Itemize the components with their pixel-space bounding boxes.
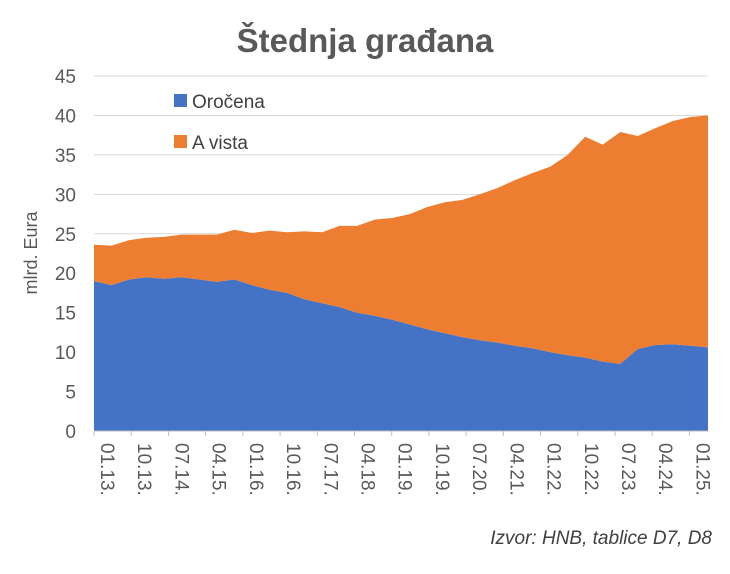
source-note: Izvor: HNB, tablice D7, D8 xyxy=(490,528,712,549)
legend-swatch-orocena xyxy=(174,94,187,107)
x-tick-label: 07.17. xyxy=(319,443,340,496)
y-tick-label: 35 xyxy=(55,146,76,167)
x-tick-label: 01.16. xyxy=(245,443,266,496)
x-tick-label: 10.22. xyxy=(580,443,601,496)
y-tick-label: 10 xyxy=(55,343,76,364)
legend-label-a-vista: A vista xyxy=(192,133,248,154)
area-series-1 xyxy=(94,115,708,364)
y-tick-label: 25 xyxy=(55,225,76,246)
area-series-0 xyxy=(94,277,708,431)
x-axis-ticks: 01.13. 10.13. 07.14. 04.15. 01.16. 10.16. 07.1… xyxy=(93,430,712,496)
plot-areas xyxy=(94,115,708,431)
x-tick-label: 04.24. xyxy=(654,443,675,496)
legend: Oročena A vista xyxy=(174,92,265,154)
x-tick-label: 10.13. xyxy=(133,443,154,496)
y-tick-label: 40 xyxy=(55,106,76,127)
legend-label-orocena: Oročena xyxy=(192,92,265,113)
x-tick-label: 01.25. xyxy=(691,443,712,496)
chart-title: Štednja građana xyxy=(237,21,494,59)
x-tick-label: 04.21. xyxy=(505,443,526,496)
x-tick-label: 01.19. xyxy=(394,443,415,496)
x-tick-label: 07.14. xyxy=(170,443,191,496)
x-tick-label: 10.16. xyxy=(282,443,303,496)
y-tick-label: 5 xyxy=(65,383,76,404)
y-tick-label: 0 xyxy=(65,422,76,443)
y-tick-label: 45 xyxy=(55,67,76,88)
x-tick-label: 04.18. xyxy=(356,443,377,496)
x-tick-label: 07.23. xyxy=(617,443,638,496)
x-tick-label: 07.20. xyxy=(468,443,489,496)
x-tick-label: 04.15. xyxy=(208,443,229,496)
x-tick-label: 10.19. xyxy=(431,443,452,496)
y-axis-label: mlrd. Eura xyxy=(21,211,41,295)
y-tick-label: 20 xyxy=(55,264,76,285)
y-tick-label: 30 xyxy=(55,185,76,206)
x-tick-label: 01.22. xyxy=(543,443,564,496)
x-tick-label: 01.13. xyxy=(96,443,117,496)
y-axis-ticks: 0 5 10 15 20 25 30 35 40 45 xyxy=(55,67,76,443)
y-tick-label: 15 xyxy=(55,304,76,325)
legend-swatch-a-vista xyxy=(174,135,187,148)
